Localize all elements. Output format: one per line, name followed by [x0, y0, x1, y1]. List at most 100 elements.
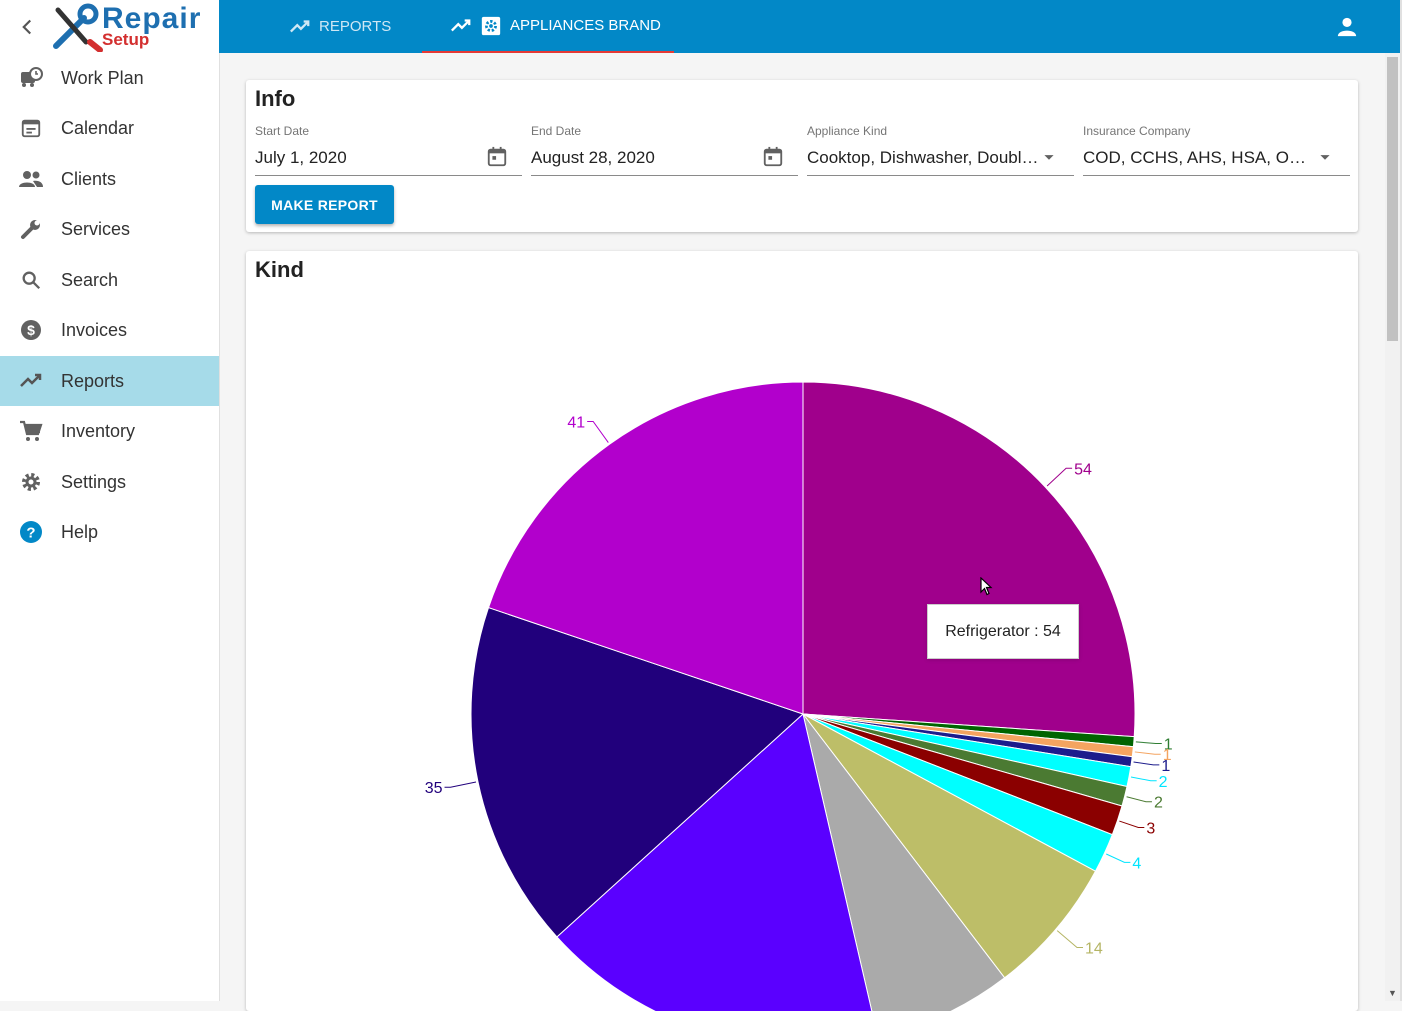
pie-slice[interactable] [802, 381, 1136, 738]
chart-tooltip: Refrigerator : 54 [927, 604, 1079, 659]
pie-data-label: 1 [1161, 758, 1170, 775]
tab-appliances-brand[interactable]: APPLIANCES BRAND [422, 0, 674, 53]
pie-label-leader [1119, 820, 1145, 828]
gear-icon [18, 469, 44, 495]
sidebar-item-services[interactable]: Services [0, 204, 219, 254]
sidebar-item-help[interactable]: ? Help [0, 507, 219, 557]
end-date-field[interactable]: End Date August 28, 2020 [531, 124, 798, 176]
sidebar-item-label: Clients [61, 168, 117, 189]
account-icon[interactable] [1336, 16, 1358, 38]
logo-text-top: Repair [102, 2, 202, 35]
tab-reports[interactable]: REPORTS [289, 0, 391, 53]
pie-data-label: 1 [1164, 737, 1173, 754]
pie-slice[interactable] [470, 606, 804, 938]
pie-data-label: 2 [1154, 795, 1163, 812]
sidebar-item-label: Invoices [61, 319, 128, 340]
calendar-icon [18, 115, 44, 141]
calendar-icon[interactable] [762, 146, 784, 168]
insurance-company-select[interactable]: Insurance Company COD, CCHS, AHS, HSA, O… [1083, 124, 1350, 176]
scrollbar-thumb[interactable] [1387, 57, 1398, 341]
logo: Repair Setup [50, 2, 210, 52]
dropdown-arrow-icon[interactable] [1314, 146, 1336, 168]
pie-label-leader [444, 781, 477, 788]
dollar-icon: $ [18, 317, 44, 343]
sidebar-item-search[interactable]: Search [0, 255, 219, 305]
sidebar-item-settings[interactable]: Settings [0, 457, 219, 507]
sidebar-item-label: Work Plan [61, 67, 144, 88]
sidebar-item-label: Reports [61, 370, 125, 391]
tab-label: REPORTS [319, 18, 392, 35]
trending-icon [290, 19, 310, 32]
pie-slice[interactable] [802, 713, 1097, 979]
settings-box-icon [481, 16, 501, 35]
sidebar-item-clients[interactable]: Clients [0, 154, 219, 204]
field-label: Appliance Kind [807, 124, 888, 138]
dropdown-arrow-icon[interactable] [1038, 146, 1060, 168]
pie-data-label: 41 [567, 414, 585, 431]
search-icon [18, 267, 44, 293]
pie-data-label: 3 [1146, 820, 1155, 837]
mouse-cursor-icon [980, 577, 993, 596]
start-date-field[interactable]: Start Date July 1, 2020 [255, 124, 522, 176]
pie-label-leader [1106, 853, 1131, 863]
svg-text:$: $ [27, 322, 35, 338]
sidebar-item-label: Services [61, 218, 131, 239]
sidebar-item-label: Search [61, 269, 119, 290]
vertical-scrollbar[interactable]: ▼ [1385, 53, 1400, 1001]
make-report-button[interactable]: MAKE REPORT [255, 185, 394, 224]
sidebar-item-label: Calendar [61, 117, 135, 138]
calendar-icon[interactable] [486, 146, 508, 168]
pie-label-leader [587, 420, 609, 443]
svg-text:?: ? [26, 525, 35, 542]
card-title: Kind [255, 257, 304, 282]
appliance-kind-select[interactable]: Appliance Kind Cooktop, Dishwasher, Doub… [807, 124, 1074, 176]
pie-data-label: 2 [1159, 774, 1168, 791]
scroll-down-arrow-icon[interactable]: ▼ [1388, 988, 1397, 998]
pie-data-label: 4 [1132, 855, 1141, 872]
chevron-left-icon[interactable] [14, 14, 40, 40]
window-edge [1400, 0, 1402, 1001]
field-value: Cooktop, Dishwasher, Double Wall Oven [807, 148, 1039, 167]
pie-label-leader [1056, 930, 1084, 948]
wrench-icon [18, 216, 44, 242]
pie-slice[interactable] [487, 381, 804, 715]
sidebar-item-reports[interactable]: Reports [0, 356, 219, 406]
sidebar-item-label: Settings [61, 471, 127, 492]
info-card: Info Start Date July 1, 2020 End Date Au… [246, 80, 1358, 232]
pie-slice[interactable] [802, 713, 1006, 1011]
work-plan-icon [18, 65, 44, 91]
pie-label-leader [1126, 796, 1152, 803]
pie-label-leader [1133, 761, 1160, 766]
sidebar-item-inventory[interactable]: Inventory [0, 406, 219, 456]
logo-text-bottom: Setup [102, 30, 150, 49]
field-label: Insurance Company [1083, 124, 1191, 138]
cart-icon [18, 418, 44, 444]
pie-slice[interactable] [556, 713, 878, 1011]
sidebar-item-work-plan[interactable]: Work Plan [0, 53, 219, 103]
trending-icon [18, 368, 44, 394]
pie-data-label: 54 [1074, 461, 1092, 478]
field-label: End Date [531, 124, 582, 138]
clients-icon [18, 166, 44, 192]
pie-label-leader [1135, 741, 1162, 745]
field-value: COD, CCHS, AHS, HSA, ORHP [1083, 148, 1315, 167]
help-icon: ? [18, 519, 44, 545]
pie-label-leader [1046, 467, 1073, 487]
top-app-bar: REPORTS APPLIANCES BRAND [219, 0, 1400, 53]
pie-data-label: 14 [1085, 940, 1103, 957]
logo-tools-icon [53, 3, 103, 52]
field-value: July 1, 2020 [255, 148, 347, 167]
pie-label-leader [1134, 751, 1161, 755]
pie-label-leader [1130, 776, 1157, 782]
card-title: Info [255, 86, 296, 111]
trending-icon [451, 18, 471, 31]
field-label: Start Date [255, 124, 310, 138]
sidebar-item-invoices[interactable]: $ Invoices [0, 305, 219, 355]
field-value: August 28, 2020 [531, 148, 655, 167]
sidebar: Repair Setup Work Plan Calendar Clients … [0, 0, 220, 1001]
pie-data-label: 1 [1163, 747, 1172, 764]
kind-card: Kind 54 1 1 1 2 2 3 4 14 35 41 Refrigerator : 54 [246, 251, 1358, 1011]
sidebar-item-calendar[interactable]: Calendar [0, 103, 219, 153]
sidebar-item-label: Inventory [61, 420, 136, 441]
